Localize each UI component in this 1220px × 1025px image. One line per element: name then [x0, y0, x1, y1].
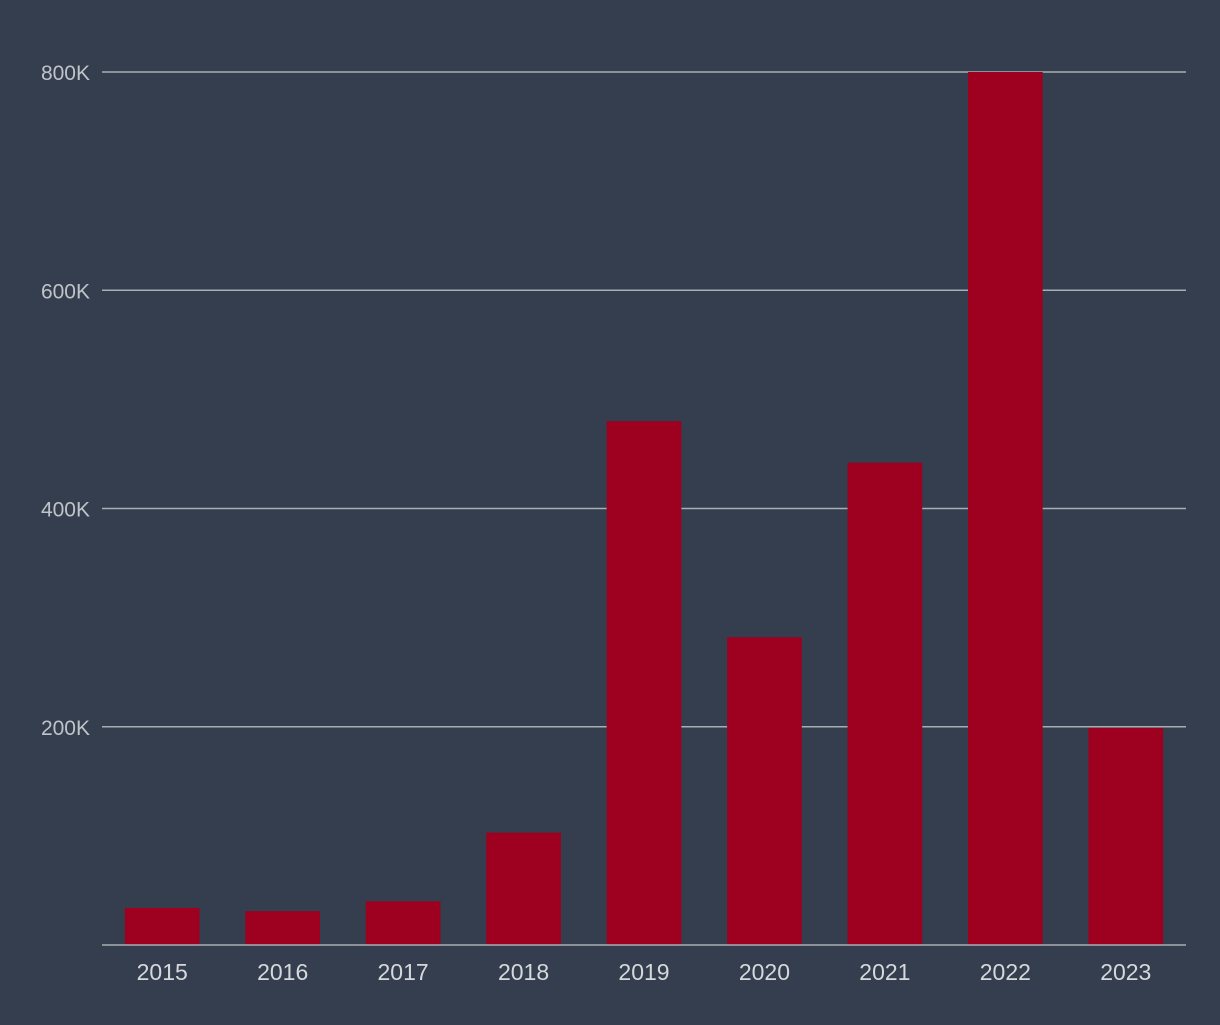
bar-2023[interactable]	[1088, 727, 1164, 945]
y-tick-label: 200K	[41, 717, 90, 740]
y-tick-label: 600K	[41, 280, 90, 303]
x-tick-label-2019: 2019	[618, 959, 669, 985]
y-tick-label: 800K	[41, 62, 90, 85]
x-axis-tick-labels: 2015 2016 2017 2018 2019 2020 2021 2022 2023	[137, 959, 1152, 985]
bars	[124, 72, 1164, 945]
y-axis-tick-labels: 200K 400K 600K 800K	[41, 62, 90, 740]
bar-2020[interactable]	[727, 637, 802, 945]
x-tick-label-2015: 2015	[137, 959, 188, 985]
x-tick-label-2018: 2018	[498, 959, 549, 985]
x-tick-label-2016: 2016	[257, 959, 308, 985]
bar-2016[interactable]	[245, 911, 321, 945]
x-tick-label-2022: 2022	[980, 959, 1031, 985]
bar-2021[interactable]	[847, 462, 923, 945]
x-tick-label-2023: 2023	[1100, 959, 1151, 985]
bar-2017[interactable]	[365, 901, 441, 945]
y-tick-label: 400K	[41, 499, 90, 522]
bar-2022[interactable]	[967, 72, 1043, 945]
x-tick-label-2017: 2017	[378, 959, 429, 985]
x-tick-label-2020: 2020	[739, 959, 790, 985]
bar-2018[interactable]	[486, 832, 561, 945]
bar-2015[interactable]	[124, 907, 200, 945]
x-tick-label-2021: 2021	[859, 959, 910, 985]
bar-2019[interactable]	[606, 421, 682, 945]
